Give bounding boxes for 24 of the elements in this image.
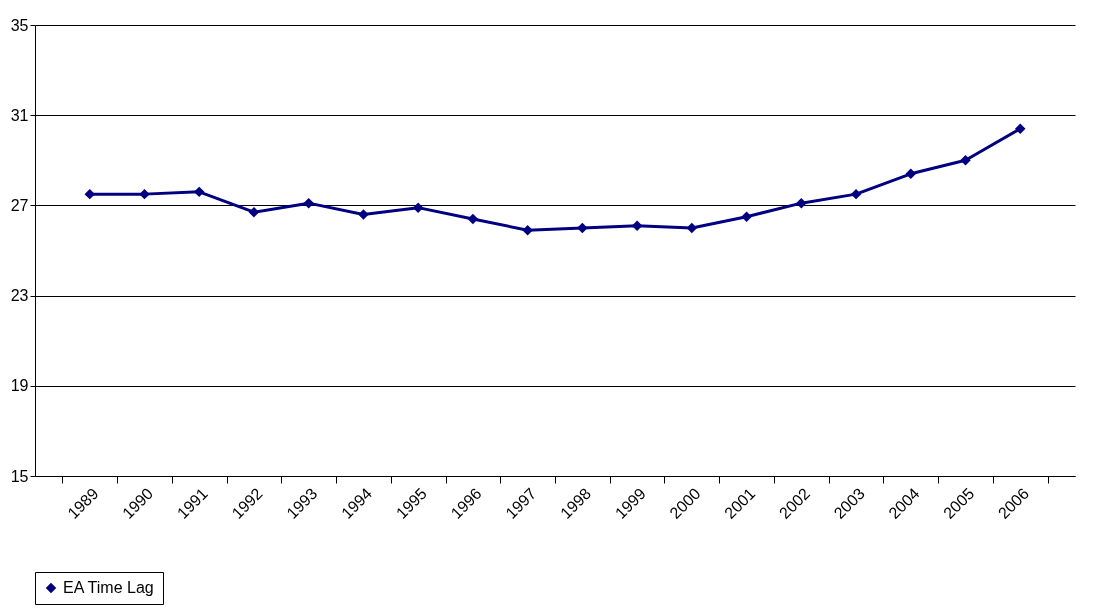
point bbox=[741, 211, 752, 222]
point bbox=[84, 188, 95, 200]
point bbox=[631, 220, 643, 231]
y-tick-label: 15 bbox=[10, 467, 29, 485]
point bbox=[686, 222, 698, 234]
point bbox=[905, 168, 917, 180]
point bbox=[1015, 123, 1026, 134]
point bbox=[850, 188, 862, 200]
point bbox=[577, 222, 588, 234]
y-tick-label: 23 bbox=[10, 287, 29, 305]
y-tick-label: 19 bbox=[10, 377, 29, 395]
y-tick-label: 27 bbox=[10, 196, 29, 214]
y-tick-label: 31 bbox=[10, 106, 29, 124]
point bbox=[467, 213, 479, 225]
point bbox=[303, 197, 314, 209]
point bbox=[139, 188, 150, 200]
y-tick-label: 35 bbox=[10, 16, 29, 34]
point bbox=[796, 197, 807, 209]
legend-label: EA Time Lag bbox=[63, 579, 154, 596]
point bbox=[522, 224, 533, 236]
point bbox=[248, 206, 260, 218]
point bbox=[358, 209, 369, 220]
point bbox=[412, 202, 424, 213]
point bbox=[960, 155, 971, 166]
